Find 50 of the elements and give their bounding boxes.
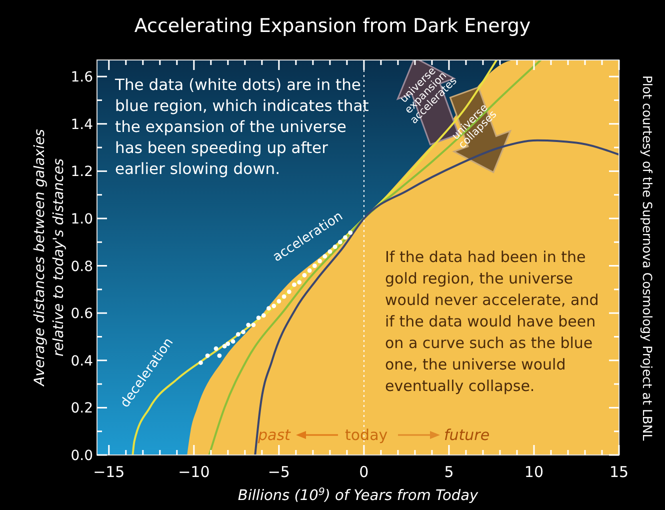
y-tick-label: 1.4	[70, 116, 94, 133]
point	[276, 299, 282, 304]
y-tick-label: 1.0	[70, 211, 93, 228]
y-tick-label: 1.2	[70, 164, 93, 180]
annotation: The data (white dots) are in the blue region, which indicates that the expansion of the universe has been speeding up after earlier slowing down.	[114, 76, 369, 178]
point	[226, 342, 230, 346]
annotation: future	[444, 426, 490, 444]
point	[302, 273, 307, 278]
text: Plot courtesy of the Supernova Cosmology Project at LBNL	[640, 75, 655, 441]
point	[222, 344, 227, 348]
point	[292, 282, 296, 287]
y-tick-label: 0.0	[70, 448, 93, 464]
point	[343, 235, 348, 240]
point	[241, 330, 246, 334]
y-axis-title: Average distances between galaxies relative to today's distances	[32, 129, 67, 387]
x-tick-label: −15	[93, 463, 125, 481]
point	[261, 313, 266, 318]
y-tick-label: 0.4	[70, 353, 94, 370]
point	[307, 268, 312, 273]
y-tick-label: 0.2	[70, 400, 93, 417]
x-axis-title: Billions (10$^{9}$) of Years from Today	[238, 486, 479, 504]
point	[217, 353, 222, 358]
point	[286, 290, 292, 294]
point	[236, 332, 240, 337]
y-tick-label: 0.8	[70, 258, 93, 275]
x-tick-label: 5	[444, 463, 454, 481]
x-tick-label: 15	[609, 463, 629, 481]
x-tick-label: −10	[178, 463, 210, 481]
y-tick-label: 1.6	[70, 70, 94, 86]
point	[251, 322, 256, 328]
point	[214, 346, 218, 351]
annotation: past	[257, 426, 292, 444]
x-tick-label: −5	[268, 463, 290, 481]
annotation: If the data had been in the gold region, the universe would never accelerate, and if the data would have been on a curve such as the blue one, the universe would eventually collapse.	[385, 248, 599, 395]
point	[282, 294, 286, 299]
x-tick-label: 0	[359, 463, 369, 481]
point	[198, 360, 203, 365]
point	[230, 339, 236, 344]
point	[266, 306, 271, 311]
annotation: today	[345, 426, 388, 444]
point	[205, 353, 210, 358]
chart-title: Accelerating Expansion from Dark Energy	[134, 15, 531, 37]
point	[312, 264, 317, 268]
point	[246, 322, 251, 328]
y-tick-label: 0.6	[70, 306, 94, 322]
point	[348, 230, 353, 235]
point	[272, 304, 276, 308]
point	[256, 316, 261, 320]
point	[297, 280, 302, 285]
x-tick-label: 10	[524, 463, 544, 481]
